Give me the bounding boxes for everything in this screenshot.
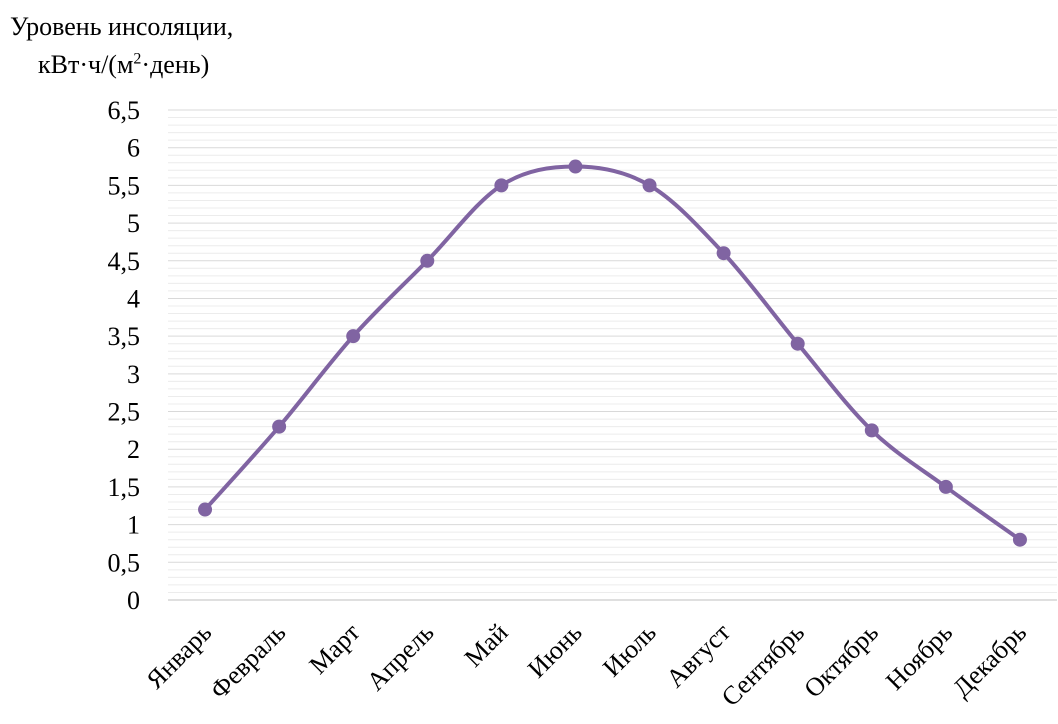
major-gridlines — [168, 109, 1057, 601]
data-point — [642, 178, 657, 193]
y-tick-label: 2,5 — [108, 398, 141, 427]
y-tick-label: 6 — [127, 134, 140, 163]
y-tick-label: 3,5 — [108, 322, 141, 351]
data-point — [716, 246, 731, 261]
y-axis-title-unit-part1: кВт·ч/(м — [38, 50, 134, 79]
minor-gridlines — [168, 117, 1057, 593]
data-point — [1012, 532, 1027, 547]
y-axis-title-line2: кВт·ч/(м2·день) — [38, 50, 209, 80]
data-point — [568, 159, 583, 174]
y-tick-label: 4,5 — [108, 247, 141, 276]
x-tick-label: Сентябрь — [716, 618, 810, 712]
y-axis-title-line1: Уровень инсоляции, — [10, 12, 234, 41]
y-tick-label: 1,5 — [108, 473, 141, 502]
y-tick-label: 0 — [127, 586, 140, 615]
y-axis-tick-labels: 0 0,5 1 1,5 2 2,5 3 3,5 4 4,5 5 5,5 6 6,5 — [108, 96, 141, 615]
y-axis-title-unit-exponent: 2 — [133, 50, 142, 68]
data-point — [198, 502, 213, 517]
series-line — [203, 164, 1022, 542]
data-point — [346, 329, 361, 344]
x-tick-label: Октябрь — [798, 618, 884, 704]
y-tick-label: 5,5 — [108, 171, 141, 200]
y-axis-title-unit-part2: ·день) — [141, 50, 210, 79]
x-tick-label: Апрель — [361, 618, 440, 697]
x-tick-label: Декабрь — [947, 618, 1032, 703]
x-tick-label: Июль — [597, 618, 662, 683]
data-point — [864, 423, 879, 438]
y-tick-label: 3 — [127, 360, 140, 389]
data-point — [494, 178, 509, 193]
data-point — [272, 419, 287, 434]
x-tick-label: Ноябрь — [880, 618, 958, 696]
x-tick-label: Июнь — [522, 618, 588, 684]
x-tick-label: Февраль — [204, 618, 291, 705]
y-tick-label: 1 — [127, 511, 140, 540]
y-tick-label: 5 — [127, 209, 140, 238]
data-point — [420, 253, 435, 268]
y-tick-label: 6,5 — [108, 96, 141, 125]
y-tick-label: 2 — [127, 435, 140, 464]
x-tick-label: Май — [459, 618, 514, 673]
series-group — [198, 159, 1027, 547]
y-tick-label: 0,5 — [108, 548, 141, 577]
data-point — [938, 479, 953, 494]
y-tick-label: 4 — [127, 284, 140, 313]
data-point — [790, 336, 805, 351]
x-tick-label: Март — [303, 618, 365, 680]
